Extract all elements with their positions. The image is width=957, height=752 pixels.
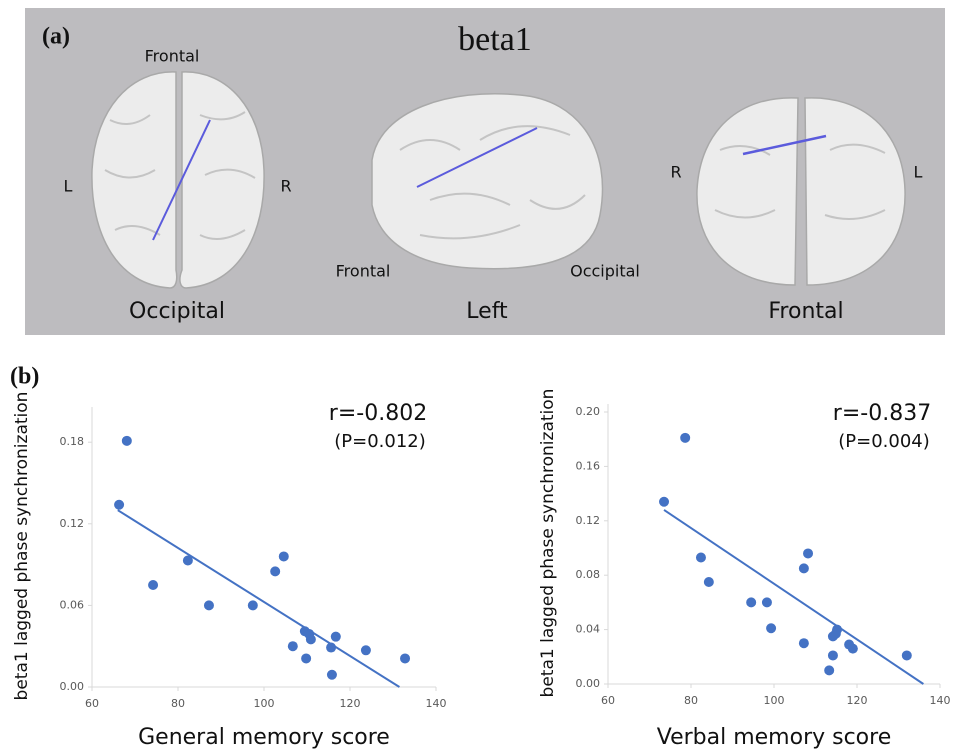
data-point bbox=[704, 577, 714, 587]
x-tick-label: 100 bbox=[254, 697, 275, 710]
data-point bbox=[803, 548, 813, 558]
data-point bbox=[122, 436, 132, 446]
figure: (a) beta1 Frontal L R Occipital Frontal … bbox=[0, 0, 957, 752]
data-point bbox=[902, 650, 912, 660]
y-tick-label: 0.00 bbox=[60, 680, 85, 693]
data-point bbox=[400, 653, 410, 663]
data-point bbox=[766, 623, 776, 633]
view-caption: Occipital bbox=[129, 299, 225, 324]
data-point bbox=[327, 670, 337, 680]
x-tick-label: 80 bbox=[684, 694, 698, 707]
view-label: L bbox=[64, 177, 73, 196]
brain-side-view bbox=[372, 94, 602, 269]
panel-label: (b) bbox=[10, 364, 39, 390]
x-tick-label: 80 bbox=[171, 697, 185, 710]
data-point bbox=[659, 497, 669, 507]
panel-title: beta1 bbox=[458, 21, 532, 58]
data-point bbox=[799, 563, 809, 573]
data-point bbox=[762, 597, 772, 607]
x-tick-label: 100 bbox=[764, 694, 785, 707]
x-axis-title: Verbal memory score bbox=[657, 725, 892, 750]
data-point bbox=[361, 645, 371, 655]
data-point bbox=[331, 632, 341, 642]
y-tick-label: 0.12 bbox=[60, 517, 85, 530]
view-caption: Frontal bbox=[768, 299, 843, 324]
data-point bbox=[248, 600, 258, 610]
annotation: r=-0.802 bbox=[329, 401, 427, 426]
data-point bbox=[828, 650, 838, 660]
data-point bbox=[306, 634, 316, 644]
x-tick-label: 140 bbox=[930, 694, 951, 707]
view-label: Frontal bbox=[336, 262, 391, 281]
annotation: (P=0.004) bbox=[838, 431, 930, 452]
y-tick-label: 0.16 bbox=[576, 459, 601, 472]
view-label: R bbox=[670, 163, 681, 182]
data-point bbox=[824, 665, 834, 675]
data-point bbox=[799, 638, 809, 648]
data-point bbox=[301, 653, 311, 663]
y-tick-label: 0.00 bbox=[576, 677, 601, 690]
data-point bbox=[204, 600, 214, 610]
view-label: R bbox=[280, 177, 291, 196]
y-tick-label: 0.18 bbox=[60, 435, 85, 448]
y-tick-label: 0.04 bbox=[576, 623, 601, 636]
y-axis-title: beta1 lagged phase synchronization bbox=[538, 389, 558, 698]
view-label: L bbox=[914, 163, 923, 182]
data-point bbox=[848, 644, 858, 654]
view-caption: Left bbox=[466, 299, 508, 324]
data-point bbox=[270, 566, 280, 576]
trend-line bbox=[664, 510, 923, 684]
data-point bbox=[746, 597, 756, 607]
x-tick-label: 120 bbox=[847, 694, 868, 707]
data-point bbox=[696, 553, 706, 563]
data-point bbox=[279, 551, 289, 561]
x-axis-title: General memory score bbox=[138, 725, 390, 750]
data-point bbox=[288, 641, 298, 651]
trend-line bbox=[118, 510, 400, 687]
annotation: (P=0.012) bbox=[334, 431, 426, 452]
data-point bbox=[114, 500, 124, 510]
y-tick-label: 0.08 bbox=[576, 568, 601, 581]
y-tick-label: 0.12 bbox=[576, 514, 601, 527]
x-tick-label: 120 bbox=[340, 697, 361, 710]
annotation: r=-0.837 bbox=[833, 401, 931, 426]
y-tick-label: 0.06 bbox=[60, 598, 85, 611]
data-point bbox=[831, 629, 841, 639]
view-label: Frontal bbox=[145, 47, 200, 66]
panel-label: (a) bbox=[42, 24, 70, 50]
y-tick-label: 0.20 bbox=[576, 405, 601, 418]
view-label: Occipital bbox=[570, 262, 640, 281]
data-point bbox=[680, 433, 690, 443]
y-axis-title: beta1 lagged phase synchronization bbox=[12, 392, 32, 701]
data-point bbox=[148, 580, 158, 590]
x-tick-label: 60 bbox=[601, 694, 615, 707]
x-tick-label: 140 bbox=[426, 697, 447, 710]
x-tick-label: 60 bbox=[85, 697, 99, 710]
